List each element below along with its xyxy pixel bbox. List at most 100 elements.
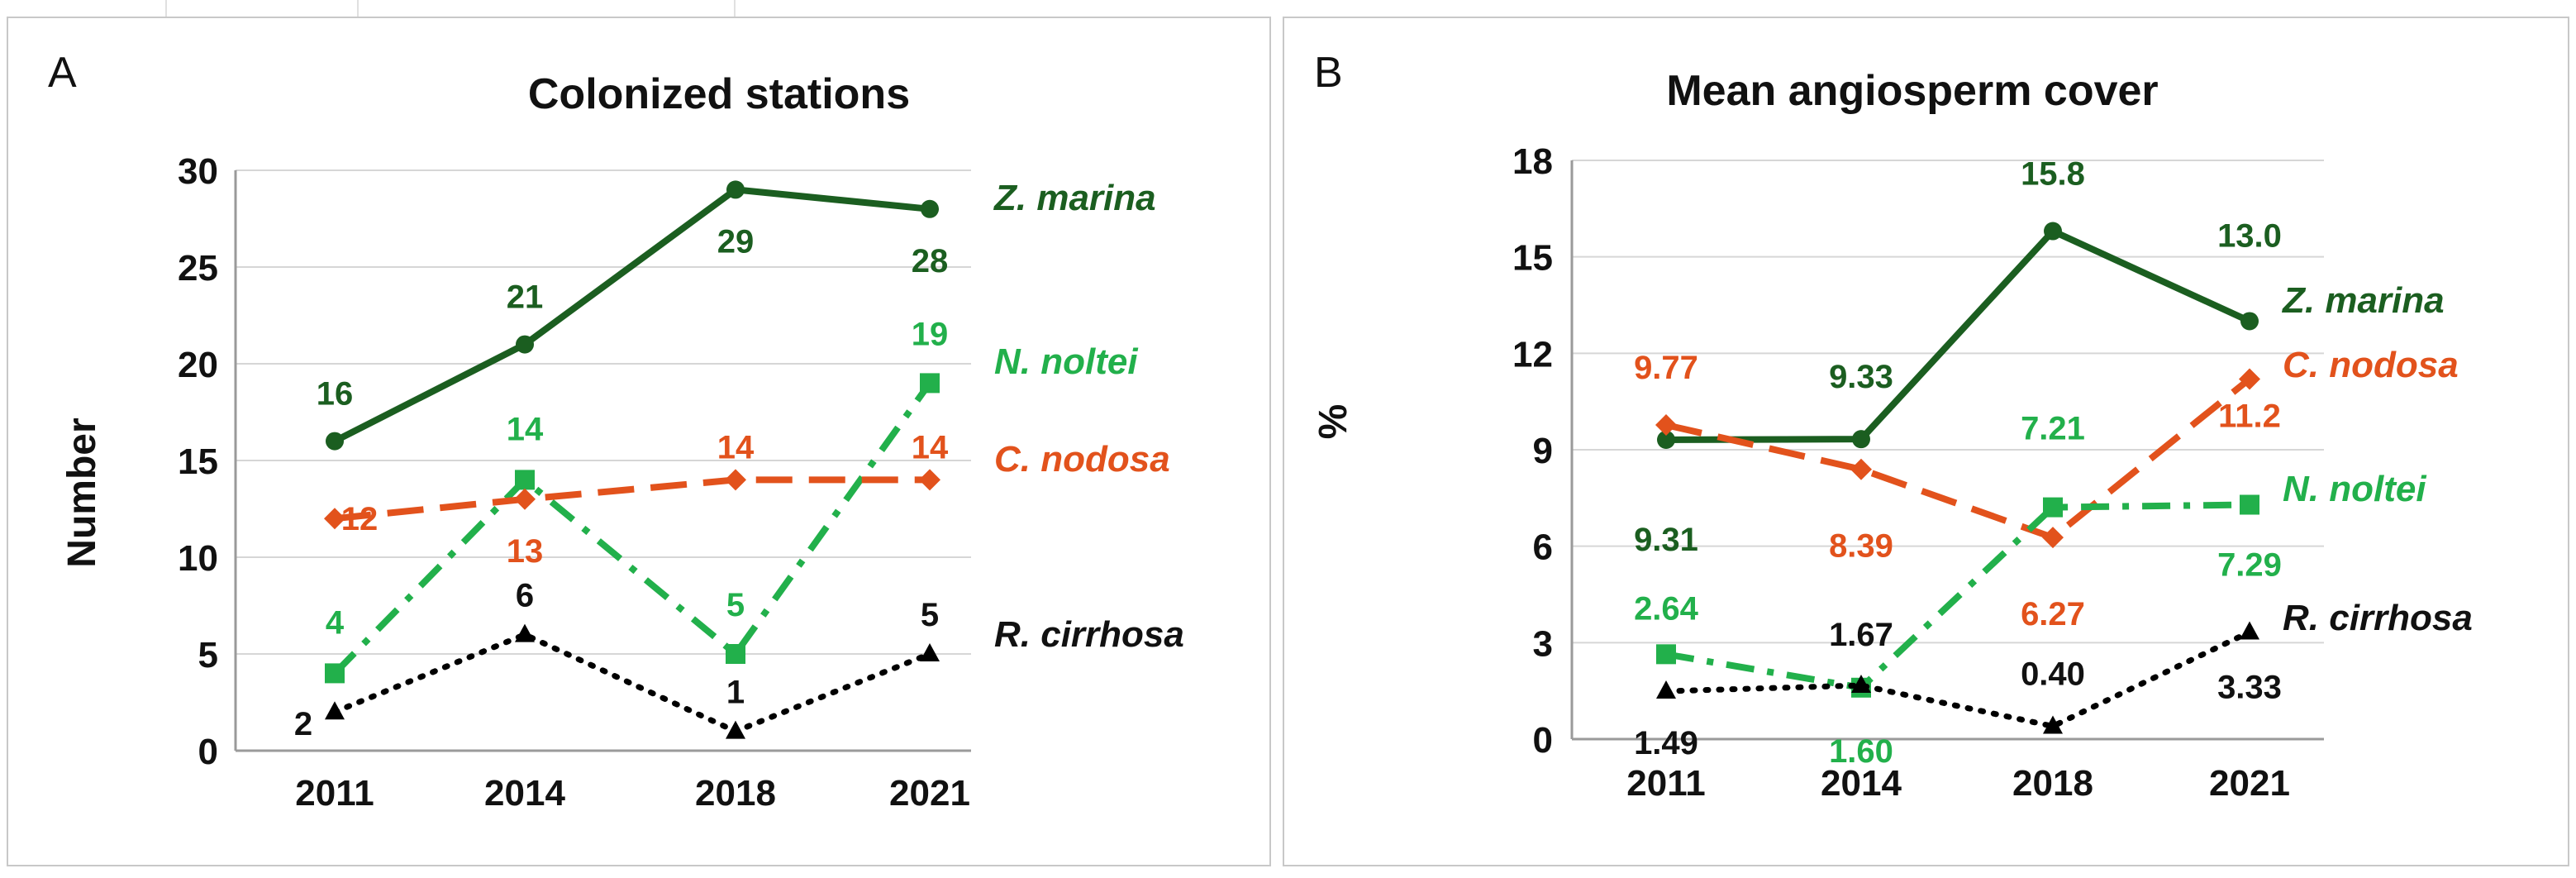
legend-n-noltei: N. noltei (994, 341, 1138, 382)
legend-z-marina: Z. marina (993, 178, 1156, 218)
data-point-n-noltei (2240, 494, 2259, 515)
data-point-n-noltei (2043, 497, 2063, 518)
y-tick-label: 3 (1533, 623, 1553, 664)
series-line-n-noltei (1665, 501, 2250, 691)
data-label-c-nodosa: 8.39 (1829, 528, 1893, 565)
tab-divider (357, 0, 359, 18)
data-label-c-nodosa: 14 (717, 429, 755, 465)
tab-divider (734, 0, 736, 18)
data-label-r-cirrhosa: 0.40 (2021, 656, 2085, 692)
data-point-r-cirrhosa (726, 720, 745, 739)
y-tick-label: 30 (178, 151, 218, 192)
y-tick-label: 10 (178, 538, 218, 579)
data-label-c-nodosa: 9.77 (1634, 350, 1698, 386)
y-tick-label: 0 (198, 732, 218, 772)
legend-n-noltei: N. noltei (2283, 469, 2426, 509)
data-point-r-cirrhosa (1656, 680, 1676, 699)
data-point-z-marina (1657, 430, 1675, 449)
y-tick-label: 15 (1512, 238, 1553, 279)
data-point-z-marina (1852, 430, 1870, 449)
data-label-r-cirrhosa: 1.67 (1829, 617, 1893, 653)
legend-r-cirrhosa: R. cirrhosa (994, 614, 1184, 655)
data-label-z-marina: 21 (507, 279, 544, 316)
y-tick-label: 0 (1533, 720, 1553, 761)
series-line-r-cirrhosa (1663, 629, 2253, 729)
data-label-n-noltei: 1.60 (1829, 733, 1893, 770)
data-label-z-marina: 28 (912, 243, 949, 279)
data-label-z-marina: 29 (717, 223, 755, 260)
x-tick-label: 2021 (889, 773, 970, 814)
data-point-c-nodosa (2042, 527, 2064, 549)
data-point-r-cirrhosa (515, 623, 535, 642)
data-label-r-cirrhosa: 6 (516, 578, 534, 614)
data-label-c-nodosa: 11.2 (2218, 398, 2281, 434)
data-point-z-marina (2044, 222, 2062, 241)
data-label-z-marina: 9.33 (1829, 359, 1893, 395)
panel-letter: A (48, 49, 77, 97)
data-point-z-marina (326, 432, 344, 451)
chart-panel-a: A Colonized stations Number 0 5 10 15 20 25 30… (7, 17, 1271, 866)
legend-c-nodosa: C. nodosa (994, 439, 1170, 480)
data-point-n-noltei (1656, 644, 1676, 665)
series-line-z-marina (333, 186, 931, 445)
data-label-n-noltei: 5 (726, 587, 745, 623)
data-label-z-marina: 9.31 (1634, 522, 1698, 558)
series-line-c-nodosa (1665, 376, 2252, 542)
data-label-n-noltei: 19 (912, 316, 949, 352)
data-point-r-cirrhosa (920, 643, 940, 661)
y-tick-label: 18 (1512, 141, 1553, 182)
x-tick-label: 2018 (695, 773, 776, 814)
x-tick-label: 2018 (2012, 763, 2093, 804)
data-label-z-marina: 15.8 (2021, 156, 2085, 193)
series-line-n-noltei (332, 381, 933, 676)
data-point-c-nodosa (919, 469, 940, 491)
data-point-z-marina (921, 199, 939, 218)
data-point-n-noltei (515, 470, 535, 490)
x-tick-label: 2011 (295, 773, 374, 814)
y-tick-label: 20 (178, 345, 218, 385)
data-label-n-noltei: 7.29 (2217, 547, 2282, 584)
y-tick-label: 9 (1533, 431, 1553, 471)
data-point-n-noltei (726, 644, 745, 664)
data-label-r-cirrhosa: 3.33 (2217, 670, 2282, 706)
data-label-n-noltei: 7.21 (2021, 411, 2085, 447)
data-point-z-marina (516, 335, 534, 354)
data-point-c-nodosa (324, 508, 345, 530)
data-label-r-cirrhosa: 1.49 (1634, 725, 1698, 761)
data-label-r-cirrhosa: 1 (726, 675, 745, 711)
data-point-c-nodosa (1850, 458, 1872, 480)
data-point-r-cirrhosa (2240, 621, 2259, 640)
data-label-c-nodosa: 14 (912, 429, 949, 465)
x-tick-label: 2014 (484, 773, 565, 814)
data-label-r-cirrhosa: 5 (921, 597, 939, 633)
data-label-z-marina: 16 (317, 376, 354, 413)
line-chart: 0 3 6 9 12 15 18 2011 2014 2018 2021 9.31 9.33 15.8 13… (1512, 141, 2473, 804)
data-point-z-marina (2240, 312, 2259, 331)
data-label-c-nodosa: 12 (341, 501, 379, 537)
data-point-r-cirrhosa (1851, 675, 1871, 694)
panel-letter: B (1314, 49, 1343, 97)
tab-divider (165, 0, 167, 18)
data-point-r-cirrhosa (2043, 715, 2063, 734)
x-tick-label: 2021 (2209, 763, 2290, 804)
y-tick-label: 5 (198, 635, 218, 675)
data-label-n-noltei: 2.64 (1634, 590, 1699, 627)
series-line-r-cirrhosa (331, 632, 933, 735)
x-tick-label: 2011 (1626, 763, 1705, 804)
data-label-c-nodosa: 13 (507, 533, 544, 570)
y-tick-label: 15 (178, 441, 218, 482)
data-point-r-cirrhosa (325, 701, 345, 720)
data-label-c-nodosa: 6.27 (2021, 596, 2085, 632)
data-point-c-nodosa (2239, 368, 2260, 390)
legend-r-cirrhosa: R. cirrhosa (2283, 598, 2473, 638)
legend-c-nodosa: C. nodosa (2283, 345, 2459, 385)
y-tick-label: 6 (1533, 527, 1553, 568)
data-point-z-marina (726, 180, 745, 199)
data-point-c-nodosa (725, 469, 746, 491)
y-tick-label: 25 (178, 248, 218, 289)
data-point-c-nodosa (514, 488, 536, 510)
chart-title: Mean angiosperm cover (1666, 67, 2159, 115)
series-line-z-marina (1665, 227, 2251, 443)
y-tick-label: 12 (1512, 334, 1553, 375)
